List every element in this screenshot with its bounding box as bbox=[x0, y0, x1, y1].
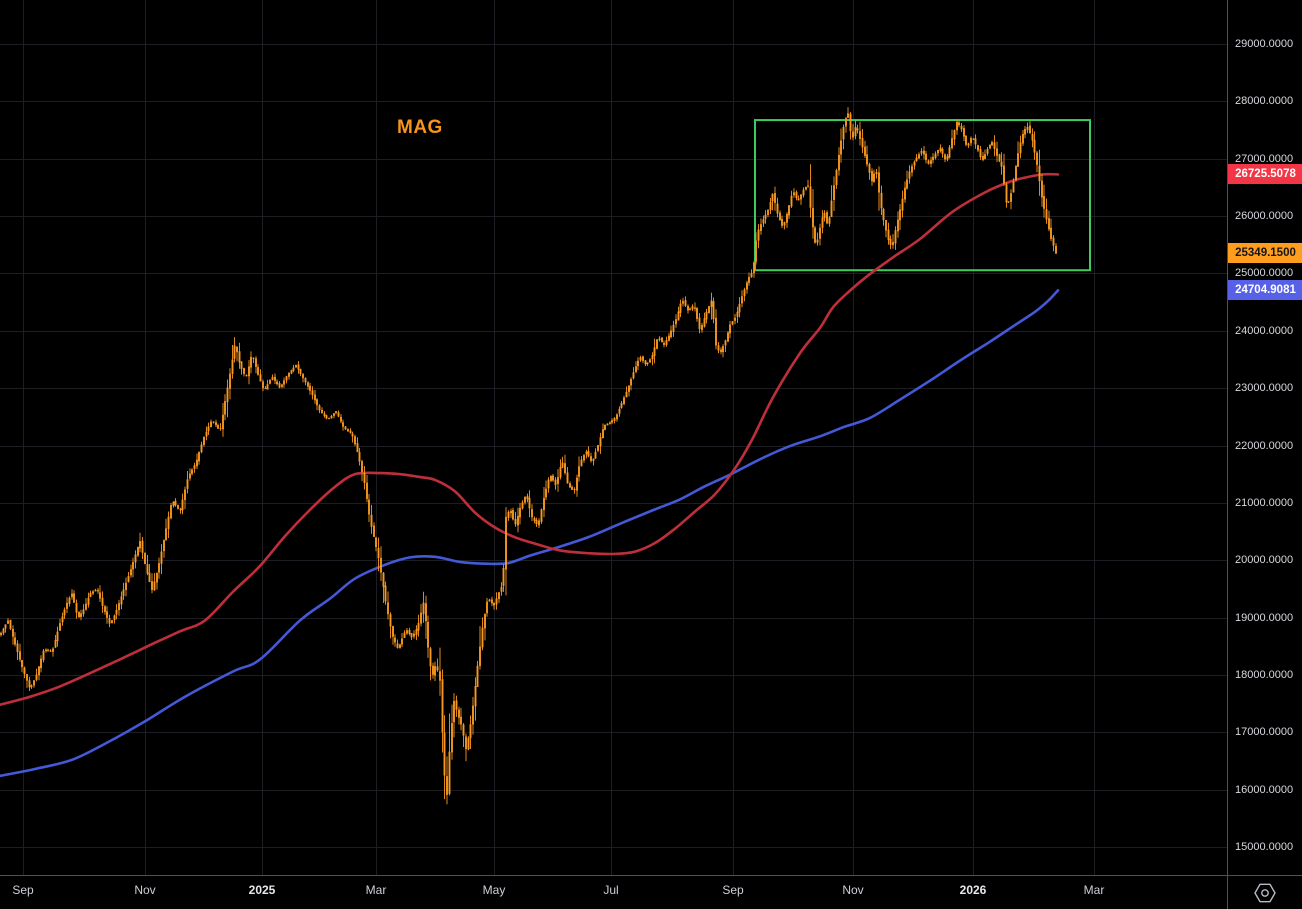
candle-bodies[interactable] bbox=[0, 113, 1057, 795]
price-tick-label: 20000.0000 bbox=[1235, 554, 1294, 567]
time-tick-month-label: Sep bbox=[12, 883, 34, 897]
price-tick-label: 27000.0000 bbox=[1235, 152, 1294, 165]
price-tick-label: 29000.0000 bbox=[1235, 38, 1294, 50]
time-tick-month-label: Mar bbox=[365, 883, 387, 897]
price-tick-label: 15000.0000 bbox=[1235, 841, 1294, 853]
time-tick-year-label: 2025 bbox=[248, 883, 276, 897]
symbol-label: MAG bbox=[397, 117, 443, 138]
price-tick-label: 21000.0000 bbox=[1235, 496, 1294, 509]
price-tick-label: 22000.0000 bbox=[1235, 439, 1294, 452]
price-tick-label: 25000.0000 bbox=[1235, 267, 1294, 280]
time-axis[interactable]: Sep Nov 2025 Mar May Jul Sep Nov 2026 Mar bbox=[0, 875, 1227, 909]
price-tick-label: 23000.0000 bbox=[1235, 382, 1294, 395]
price-tick-label: 28000.0000 bbox=[1235, 95, 1294, 108]
price-tick-label: 17000.0000 bbox=[1235, 726, 1294, 739]
price-axis[interactable]: 29000.0000 28000.0000 27000.0000 26000.0000… bbox=[1227, 0, 1302, 875]
time-tick-month-label: Mar bbox=[1083, 883, 1105, 897]
price-tick-label: 26000.0000 bbox=[1235, 210, 1294, 223]
ma-slow-line[interactable] bbox=[0, 289, 1060, 778]
ma-slow-price-label: 24704.9081 bbox=[1228, 280, 1302, 301]
hexagon-circle-icon bbox=[1254, 883, 1276, 902]
time-tick-month-label: May bbox=[482, 883, 506, 897]
price-tick-label: 16000.0000 bbox=[1235, 783, 1294, 796]
time-tick-month-label: Nov bbox=[842, 883, 864, 897]
time-tick-month-label: Sep bbox=[722, 883, 744, 897]
ma-fast-line[interactable] bbox=[0, 172, 1060, 707]
time-tick-month-label: Jul bbox=[603, 883, 619, 897]
candle-wicks[interactable] bbox=[0, 107, 1057, 805]
grid-lines bbox=[0, 0, 1227, 875]
price-tick-label: 24000.0000 bbox=[1235, 324, 1294, 337]
price-chart-pane[interactable]: MAG bbox=[0, 0, 1227, 875]
time-tick-year-label: 2026 bbox=[959, 883, 987, 897]
ma-fast-price-label: 26725.5078 bbox=[1228, 164, 1302, 185]
chart-canvas[interactable] bbox=[0, 0, 1227, 875]
price-tick-label: 18000.0000 bbox=[1235, 668, 1294, 681]
time-tick-month-label: Nov bbox=[134, 883, 156, 897]
drawing-rectangle[interactable] bbox=[754, 119, 1091, 272]
axis-settings-button[interactable] bbox=[1227, 875, 1302, 909]
last-price-label: 25349.1500 bbox=[1228, 243, 1302, 264]
price-tick-label: 19000.0000 bbox=[1235, 611, 1294, 624]
